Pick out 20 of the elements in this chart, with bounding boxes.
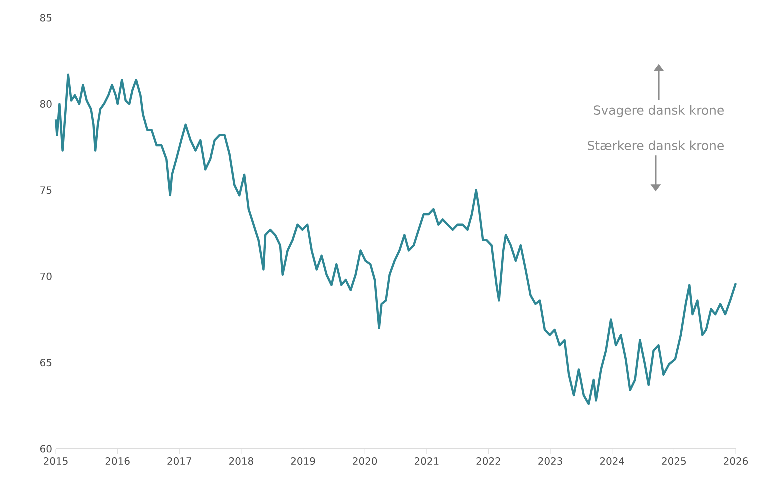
x-tick-label: 2020	[353, 458, 378, 466]
x-tick-label: 2024	[600, 458, 624, 466]
x-tick-label: 2022	[476, 458, 500, 466]
annotation: Svagere dansk krone	[594, 105, 724, 118]
y-tick-label: 70	[40, 272, 52, 280]
x-tick-label: 2019	[291, 458, 316, 466]
x-tick-label: 2017	[168, 458, 192, 466]
x-tick-label: 2016	[106, 458, 130, 466]
x-tick-label: 2021	[414, 458, 439, 466]
y-tick-label: 65	[40, 359, 52, 367]
y-tick-label: 60	[40, 445, 52, 453]
x-tick-label: 2015	[44, 458, 68, 466]
y-tick-label: 85	[40, 14, 52, 22]
x-tick-label: 2025	[662, 458, 686, 466]
x-tick-label: 2023	[538, 458, 562, 466]
y-tick-label: 80	[40, 100, 52, 108]
y-tick-label: 75	[40, 186, 52, 194]
x-tick-label: 2018	[230, 458, 254, 466]
annotation: Stærkere dansk krone	[588, 140, 724, 150]
x-tick-label: 2026	[724, 458, 748, 466]
